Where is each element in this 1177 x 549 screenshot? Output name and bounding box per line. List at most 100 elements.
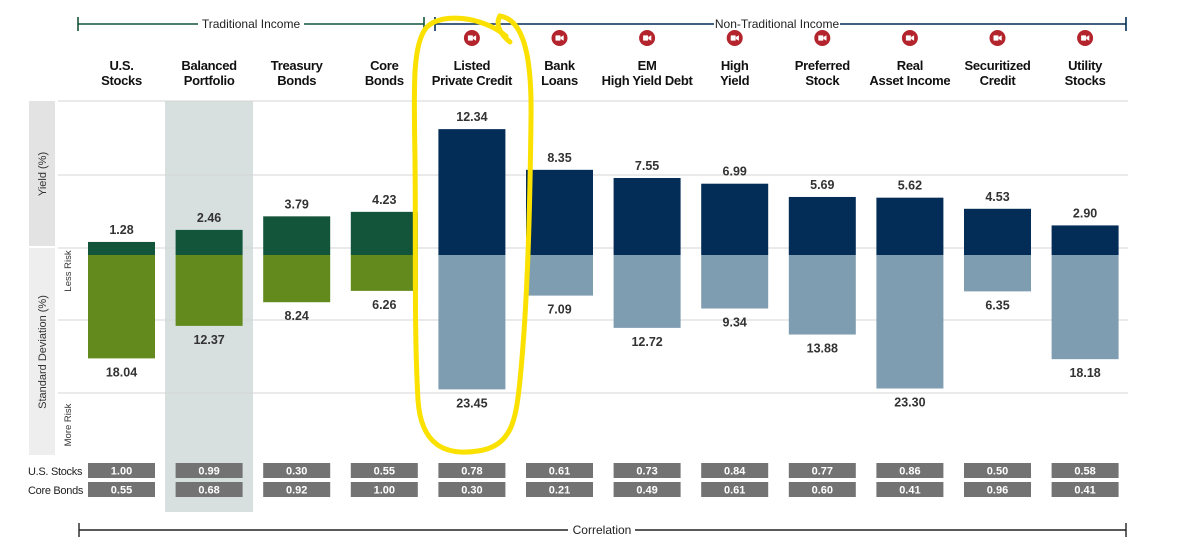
corr-value-us-stocks-preferred-stock: 0.77	[812, 466, 833, 478]
corr-box-us-stocks-us-stocks	[88, 463, 155, 478]
corr-value-core-bonds-preferred-stock: 0.60	[812, 485, 833, 497]
non-traditional-income-header: Non-Traditional Income	[715, 17, 840, 31]
stdev-bar-bank-loans[interactable]	[526, 255, 593, 296]
yield-axis-label: Yield (%)	[37, 152, 49, 196]
yield-bar-securitized-credit[interactable]	[964, 208, 1031, 255]
yield-axis-panel	[29, 101, 55, 246]
stdev-value-listed-private-credit: 23.45	[456, 396, 487, 410]
corr-value-core-bonds-securitized-credit: 0.96	[987, 485, 1008, 497]
video-icon[interactable]	[901, 30, 918, 46]
more-risk-label: More Risk	[63, 403, 74, 446]
video-icon[interactable]	[814, 30, 831, 46]
category-label-real-asset-income: Real Asset Income	[869, 58, 950, 88]
category-label-line: Stocks	[101, 73, 142, 88]
stdev-bar-utility-stocks[interactable]	[1051, 255, 1119, 360]
corr-box-us-stocks-real-asset-income	[876, 463, 944, 478]
category-label-line: Stocks	[1065, 73, 1106, 88]
corr-value-core-bonds-core-bonds: 1.00	[374, 485, 395, 497]
stdev-bar-preferred-stock[interactable]	[788, 255, 856, 335]
video-icon[interactable]	[989, 30, 1006, 46]
yield-bar-treasury-bonds[interactable]	[263, 216, 331, 255]
corr-row-label-core-bonds: Core Bonds	[28, 485, 84, 497]
stdev-value-treasury-bonds: 8.24	[285, 309, 309, 323]
category-label-line: Credit	[980, 73, 1017, 88]
corr-box-us-stocks-listed-private-credit	[438, 463, 506, 478]
category-label-listed-private-credit: Listed Private Credit	[432, 58, 513, 88]
category-label-us-stocks: U.S. Stocks	[101, 58, 142, 88]
category-label-line: Portfolio	[184, 73, 235, 88]
corr-box-core-bonds-utility-stocks	[1051, 482, 1119, 497]
category-label-line: Real	[897, 58, 923, 73]
corr-value-us-stocks-core-bonds: 0.55	[374, 466, 395, 478]
corr-value-core-bonds-em-high-yield-debt: 0.49	[636, 485, 657, 497]
corr-box-us-stocks-utility-stocks	[1051, 463, 1119, 478]
stdev-bar-securitized-credit[interactable]	[964, 255, 1031, 292]
stdev-bar-us-stocks[interactable]	[88, 255, 155, 359]
corr-value-us-stocks-real-asset-income: 0.86	[899, 466, 920, 478]
less-risk-label: Less Risk	[63, 250, 74, 291]
yield-bar-utility-stocks[interactable]	[1051, 225, 1119, 255]
corr-value-us-stocks-balanced-portfolio: 0.99	[198, 466, 219, 478]
stdev-bar-core-bonds[interactable]	[350, 255, 418, 291]
stdev-bar-high-yield[interactable]	[701, 255, 769, 309]
stdev-value-us-stocks: 18.04	[106, 365, 137, 379]
stdev-value-core-bonds: 6.26	[372, 298, 396, 312]
stdev-bar-em-high-yield-debt[interactable]	[613, 255, 681, 328]
category-label-balanced-portfolio: Balanced Portfolio	[181, 58, 237, 88]
traditional-bracket	[77, 17, 425, 31]
yield-value-em-high-yield-debt: 7.55	[635, 159, 659, 173]
video-icon[interactable]	[1077, 30, 1094, 46]
yield-bar-preferred-stock[interactable]	[788, 196, 856, 255]
video-icon[interactable]	[726, 30, 743, 46]
corr-value-us-stocks-bank-loans: 0.61	[549, 466, 570, 478]
yield-bar-real-asset-income[interactable]	[876, 197, 944, 255]
stdev-value-securitized-credit: 6.35	[985, 298, 1009, 312]
category-label-preferred-stock: Preferred Stock	[795, 58, 850, 88]
correlation-label: Correlation	[573, 523, 632, 537]
category-label-line: Yield	[720, 73, 749, 88]
yield-bar-bank-loans[interactable]	[526, 169, 593, 255]
stdev-bar-balanced-portfolio[interactable]	[175, 255, 243, 326]
video-icon[interactable]	[639, 30, 656, 46]
yield-bar-core-bonds[interactable]	[350, 211, 418, 255]
yield-bar-em-high-yield-debt[interactable]	[613, 177, 681, 255]
category-label-line: Treasury	[271, 58, 324, 73]
category-label-line: Stock	[805, 73, 840, 88]
stdev-bar-treasury-bonds[interactable]	[263, 255, 331, 303]
stdev-value-high-yield: 9.34	[723, 316, 747, 330]
corr-box-us-stocks-balanced-portfolio	[175, 463, 243, 478]
category-label-line: Securitized	[964, 58, 1030, 73]
category-label-line: Bank	[544, 58, 576, 73]
yield-bar-balanced-portfolio[interactable]	[175, 229, 243, 255]
corr-value-core-bonds-us-stocks: 0.55	[111, 485, 132, 497]
corr-value-us-stocks-high-yield: 0.84	[724, 466, 746, 478]
category-label-line: Bonds	[365, 73, 404, 88]
corr-box-core-bonds-securitized-credit	[964, 482, 1031, 497]
yield-value-core-bonds: 4.23	[372, 193, 396, 207]
yield-bar-us-stocks[interactable]	[88, 241, 155, 255]
corr-box-us-stocks-bank-loans	[526, 463, 593, 478]
corr-value-us-stocks-us-stocks: 1.00	[111, 466, 132, 478]
yield-bar-listed-private-credit[interactable]	[438, 129, 506, 255]
yield-bar-high-yield[interactable]	[701, 183, 769, 255]
correlation-table: 1.00 0.55 0.99 0.68 0.30 0.92 0.55 1.00 0.78 0.30…	[88, 463, 1119, 497]
stdev-bar-listed-private-credit[interactable]	[438, 255, 506, 390]
corr-box-us-stocks-high-yield	[701, 463, 769, 478]
corr-box-core-bonds-listed-private-credit	[438, 482, 506, 497]
category-label-line: Bonds	[277, 73, 316, 88]
video-icon[interactable]	[463, 30, 480, 46]
corr-box-us-stocks-treasury-bonds	[263, 463, 331, 478]
category-label-securitized-credit: Securitized Credit	[964, 58, 1030, 88]
corr-value-us-stocks-utility-stocks: 0.58	[1074, 466, 1095, 478]
corr-box-core-bonds-bank-loans	[526, 482, 593, 497]
category-label-em-high-yield-debt: EM High Yield Debt	[602, 58, 694, 88]
corr-box-us-stocks-securitized-credit	[964, 463, 1031, 478]
stdev-bar-real-asset-income[interactable]	[876, 255, 944, 389]
video-icon[interactable]	[551, 30, 568, 46]
yield-value-securitized-credit: 4.53	[985, 190, 1009, 204]
category-label-utility-stocks: Utility Stocks	[1065, 58, 1106, 88]
corr-box-core-bonds-em-high-yield-debt	[613, 482, 681, 497]
corr-box-us-stocks-preferred-stock	[788, 463, 856, 478]
